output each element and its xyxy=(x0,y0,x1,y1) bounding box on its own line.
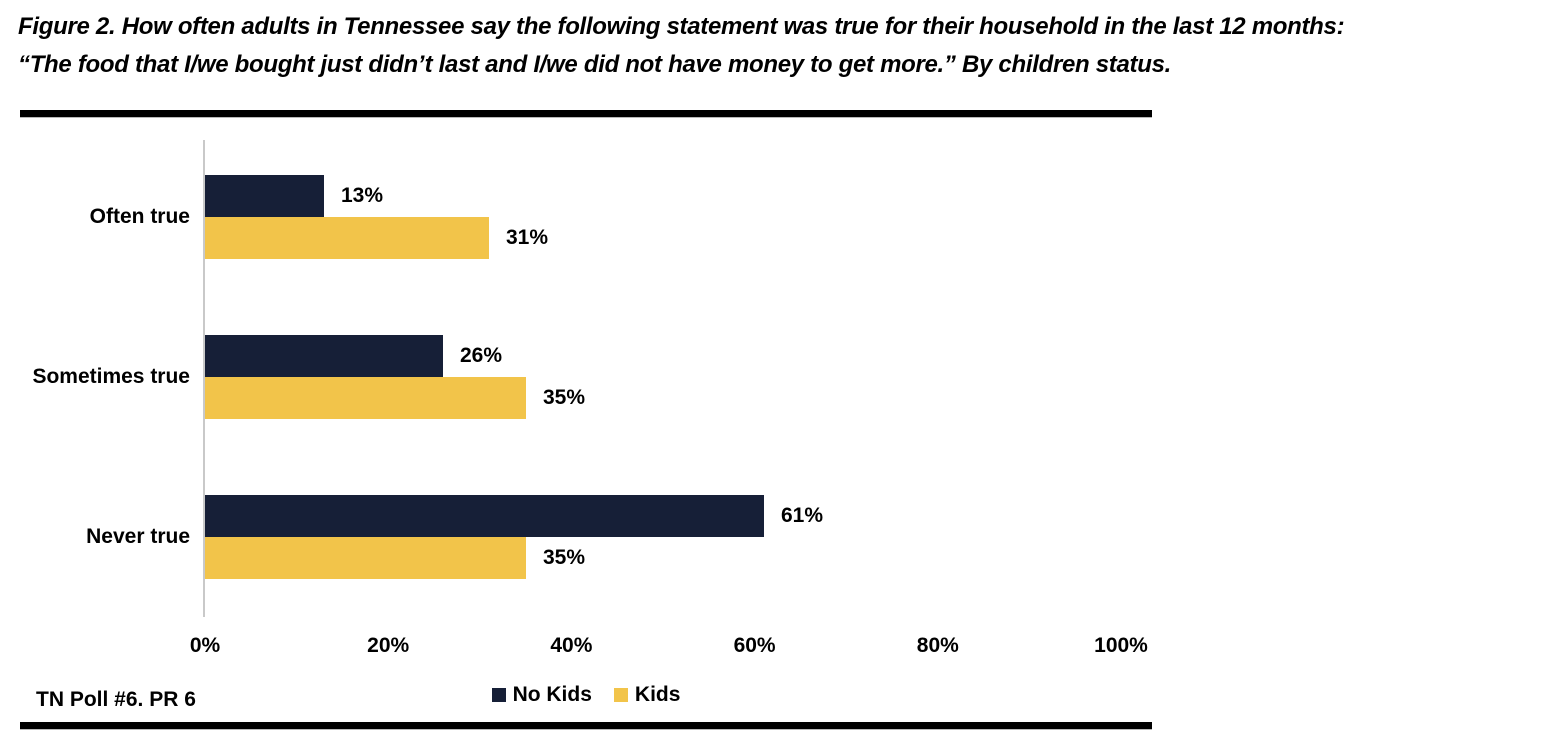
bar-kids-often-true xyxy=(205,217,489,259)
x-axis-tick-0: 0% xyxy=(189,634,221,657)
source-note: TN Poll #6. PR 6 xyxy=(36,688,196,711)
bar-no-kids-sometimes-true xyxy=(205,335,443,377)
value-label-no-kids-never-true: 61% xyxy=(781,504,824,527)
figure-title-line-1: Figure 2. How often adults in Tennessee … xyxy=(18,13,1345,40)
x-axis-tick-40: 40% xyxy=(550,634,593,657)
figure-title-line-2: “The food that I/we bought just didn’t l… xyxy=(18,51,1172,78)
legend-swatch-kids xyxy=(613,688,628,702)
legend-label-kids: Kids xyxy=(634,683,681,706)
bottom-divider-rule xyxy=(20,722,1152,730)
bar-kids-sometimes-true xyxy=(205,377,526,419)
y-axis-line xyxy=(203,140,205,617)
value-label-kids-never-true: 35% xyxy=(543,546,586,569)
value-label-kids-often-true: 31% xyxy=(506,226,549,249)
value-label-no-kids-often-true: 13% xyxy=(341,184,384,207)
top-divider-rule xyxy=(20,110,1152,118)
x-axis-tick-20: 20% xyxy=(367,634,410,657)
chart-legend: No Kids Kids xyxy=(20,683,1152,707)
bar-kids-never-true xyxy=(205,537,526,579)
legend-label-no-kids: No Kids xyxy=(512,683,592,706)
x-axis-tick-100: 100% xyxy=(1094,634,1148,657)
value-label-no-kids-sometimes-true: 26% xyxy=(460,344,503,367)
category-label-often-true: Often true xyxy=(89,205,190,228)
bar-no-kids-never-true xyxy=(205,495,764,537)
legend-swatch-no-kids xyxy=(491,688,506,702)
legend-item-kids: Kids xyxy=(613,683,681,707)
bar-no-kids-often-true xyxy=(205,175,324,217)
value-label-kids-sometimes-true: 35% xyxy=(543,386,586,409)
x-axis-tick-60: 60% xyxy=(733,634,776,657)
category-label-never-true: Never true xyxy=(86,525,190,548)
legend-item-no-kids: No Kids xyxy=(491,683,592,707)
category-label-sometimes-true: Sometimes true xyxy=(32,365,190,388)
figure-title: Figure 2. How often adults in Tennessee … xyxy=(18,8,1345,84)
x-axis-tick-80: 80% xyxy=(916,634,959,657)
